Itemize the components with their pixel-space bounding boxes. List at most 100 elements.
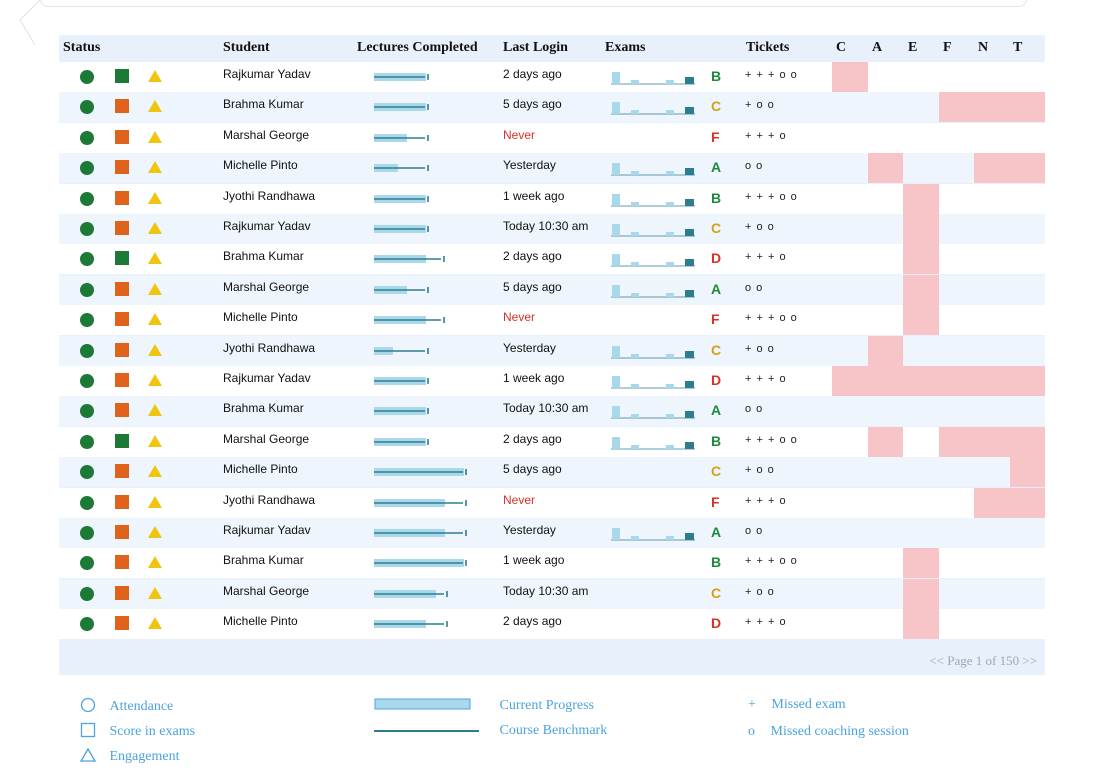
last-login: 5 days ago: [503, 279, 562, 294]
header-heat-a[interactable]: A: [872, 40, 883, 55]
table-row[interactable]: Jyothi Randhawa 1 week ago B + + + o o: [59, 183, 1045, 214]
student-name[interactable]: Rajkumar Yadav: [223, 371, 311, 385]
student-name[interactable]: Jyothi Randhawa: [223, 492, 316, 507]
tickets: + + + o o: [745, 190, 798, 203]
student-name[interactable]: Rajkumar Yadav: [223, 523, 311, 537]
exams-sparkline: [611, 431, 701, 453]
student-name[interactable]: Brahma Kumar: [223, 97, 304, 112]
pagination[interactable]: << Page 1 of 150 >>: [929, 653, 1037, 668]
last-login: Never: [503, 310, 536, 325]
student-name[interactable]: Michelle Pinto: [223, 614, 298, 629]
attendance-indicator: [80, 495, 94, 510]
header-heat-f[interactable]: F: [943, 40, 952, 55]
header-heat-n[interactable]: N: [978, 40, 989, 55]
engagement-indicator: [148, 464, 162, 478]
header-heat-c[interactable]: C: [836, 40, 847, 55]
table-row[interactable]: Marshal George Never F + + + o: [59, 122, 1045, 153]
exam-grade: A: [711, 402, 722, 419]
table-row[interactable]: Michelle Pinto Never F + + + o o: [59, 305, 1045, 336]
student-name[interactable]: Marshal George: [223, 127, 310, 142]
tickets: + + + o: [745, 251, 787, 264]
table-row[interactable]: Marshal George Today 10:30 am C + o o: [59, 578, 1045, 609]
student-name[interactable]: Brahma Kumar: [223, 401, 304, 416]
engagement-indicator: [148, 525, 162, 539]
student-name[interactable]: Rajkumar Yadav: [223, 67, 311, 81]
heat-cell-e: [903, 366, 939, 396]
header-status[interactable]: Status: [63, 40, 101, 55]
attendance-indicator: [80, 404, 94, 419]
heat-cell-a: [867, 426, 903, 457]
tickets: o o: [745, 281, 764, 294]
heat-cell-n: [974, 487, 1010, 518]
last-login: 5 days ago: [503, 462, 562, 477]
student-name[interactable]: Brahma Kumar: [223, 553, 304, 568]
student-name[interactable]: Marshal George: [223, 431, 310, 446]
student-name[interactable]: Brahma Kumar: [223, 249, 304, 264]
student-name[interactable]: Rajkumar Yadav: [223, 219, 311, 233]
header-exams[interactable]: Exams: [605, 40, 646, 55]
table-row[interactable]: Jyothi Randhawa Never F + + + o: [59, 487, 1045, 518]
header-last-login[interactable]: Last Login: [503, 40, 568, 55]
engagement-indicator: [148, 69, 162, 83]
student-name[interactable]: Jyothi Randhawa: [223, 188, 316, 203]
table-row[interactable]: Michelle Pinto 5 days ago C + o o: [59, 457, 1045, 488]
tickets: + + + o: [745, 616, 787, 629]
header-heat-t[interactable]: T: [1013, 40, 1023, 55]
student-name[interactable]: Jyothi Randhawa: [223, 340, 316, 355]
heat-cell-n: [974, 153, 1010, 184]
table-row[interactable]: Brahma Kumar 2 days ago D + + + o: [59, 244, 1045, 275]
heat-cell-a: [867, 335, 903, 366]
score-indicator: [115, 494, 129, 509]
tickets: + + + o o: [745, 69, 798, 81]
heat-cell-e: [903, 214, 939, 244]
score-indicator: [115, 342, 129, 357]
table-row[interactable]: Rajkumar Yadav 2 days ago B + + + o o: [59, 62, 1045, 92]
engagement-indicator: [148, 191, 162, 205]
student-name[interactable]: Michelle Pinto: [223, 310, 298, 325]
header-heat-e[interactable]: E: [908, 40, 918, 55]
header-student[interactable]: Student: [223, 40, 270, 55]
tickets: + + + o o: [745, 312, 798, 325]
score-indicator: [115, 312, 129, 327]
legend-missed-exam: + Missed exam: [748, 697, 846, 713]
header-tickets[interactable]: Tickets: [746, 40, 790, 55]
header-lectures[interactable]: Lectures Completed: [357, 40, 478, 55]
heat-cell-e: [903, 274, 939, 305]
exam-grade: D: [711, 372, 722, 388]
table-row[interactable]: Jyothi Randhawa Yesterday C + o o: [59, 335, 1045, 366]
legend-engagement: Engagement: [79, 747, 180, 765]
student-name[interactable]: Michelle Pinto: [223, 158, 298, 173]
heat-cell-f: [938, 366, 974, 396]
benchmark-line-icon: [374, 730, 479, 732]
table-row[interactable]: Michelle Pinto 2 days ago D + + + o: [59, 609, 1045, 640]
heat-cell-f: [938, 92, 974, 123]
table-row[interactable]: Brahma Kumar 1 week ago B + + + o o: [59, 548, 1045, 579]
lecture-progress: [373, 192, 473, 206]
exam-grade: C: [711, 220, 722, 236]
exam-grade: B: [711, 189, 722, 206]
table-row[interactable]: Rajkumar Yadav 1 week ago D + + + o: [59, 366, 1045, 396]
last-login: 2 days ago: [503, 67, 562, 81]
last-login: Yesterday: [503, 340, 556, 355]
table-row[interactable]: Brahma Kumar 5 days ago C + o o: [59, 92, 1045, 123]
heat-cell-n: [974, 426, 1010, 457]
table-row[interactable]: Marshal George 2 days ago B + + + o o: [59, 426, 1045, 457]
student-name[interactable]: Marshal George: [223, 279, 310, 294]
table-row[interactable]: Rajkumar Yadav Today 10:30 am C + o o: [59, 214, 1045, 244]
last-login: Yesterday: [503, 158, 556, 173]
engagement-indicator: [148, 282, 162, 296]
score-indicator: [115, 281, 129, 296]
legend-score: Score in exams: [80, 722, 195, 740]
legend-engagement-label: Engagement: [109, 749, 180, 764]
score-indicator: [115, 555, 129, 570]
heat-cell-t: [1009, 487, 1045, 518]
legend-score-label: Score in exams: [109, 724, 196, 739]
heat-cell-t: [1009, 92, 1045, 123]
student-name[interactable]: Marshal George: [223, 583, 310, 598]
student-name[interactable]: Michelle Pinto: [223, 462, 298, 477]
tickets: + + + o: [745, 129, 787, 142]
